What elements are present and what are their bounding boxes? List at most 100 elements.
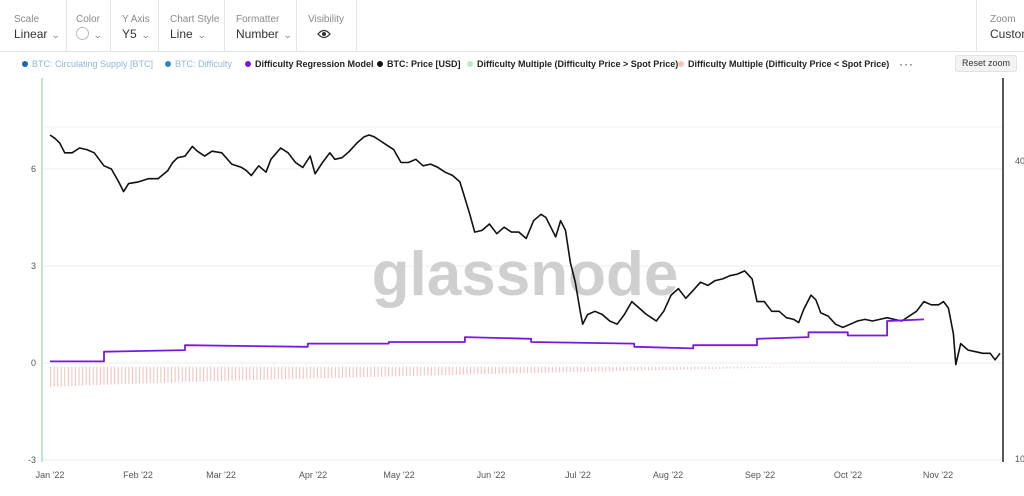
difficulty-multiple-bar	[573, 366, 575, 373]
yaxis-selector[interactable]: Y Axis Y5 ⌄	[110, 0, 159, 51]
difficulty-multiple-bar	[726, 366, 728, 369]
difficulty-multiple-bar	[776, 366, 778, 368]
reset-zoom-button[interactable]: Reset zoom	[955, 55, 1017, 72]
visibility-toggle[interactable]: Visibility	[296, 0, 357, 51]
difficulty-multiple-bar	[284, 366, 287, 380]
difficulty-multiple-bar	[359, 366, 361, 378]
difficulty-multiple-bar	[121, 366, 123, 385]
difficulty-multiple-bar	[551, 366, 553, 373]
difficulty-multiple-bar	[893, 366, 895, 368]
legend-item-multiple-below[interactable]: Difficulty Multiple (Difficulty Price < …	[678, 59, 889, 69]
difficulty-multiple-bar	[736, 366, 739, 369]
legend-item-circulating-supply[interactable]: BTC: Circulating Supply [BTC]	[22, 59, 153, 69]
eye-icon[interactable]	[317, 26, 331, 44]
difficulty-multiple-bar	[722, 366, 724, 369]
difficulty-multiple-bar	[676, 366, 678, 370]
difficulty-multiple-bar	[537, 366, 539, 373]
difficulty-multiple-bar	[388, 366, 390, 377]
formatter-value: Number ⌄	[236, 27, 293, 41]
difficulty-multiple-bar	[195, 366, 198, 382]
difficulty-multiple-bar	[509, 366, 511, 374]
difficulty-multiple-bar	[783, 366, 785, 368]
difficulty-multiple-bar	[644, 366, 646, 371]
color-label: Color	[76, 14, 100, 25]
difficulty-multiple-bar	[594, 366, 596, 372]
difficulty-multiple-bar	[363, 366, 365, 378]
difficulty-multiple-bar	[665, 366, 667, 370]
difficulty-multiple-bar	[53, 366, 55, 387]
difficulty-multiple-bar	[680, 366, 682, 370]
difficulty-multiple-bar	[637, 366, 639, 371]
difficulty-multiple-bar	[437, 366, 440, 376]
difficulty-multiple-bar	[477, 366, 479, 375]
color-selector[interactable]: Color ⌄	[66, 0, 111, 51]
difficulty-multiple-bar	[377, 366, 379, 377]
difficulty-multiple-bar	[861, 366, 863, 368]
difficulty-multiple-bar	[395, 366, 397, 377]
legend-dot	[165, 61, 171, 67]
more-options-icon[interactable]: ···	[899, 57, 914, 71]
difficulty-multiple-bar	[865, 366, 867, 368]
difficulty-multiple-bar	[633, 366, 635, 371]
difficulty-multiple-bar	[815, 366, 817, 368]
difficulty-multiple-bar	[619, 366, 621, 372]
difficulty-multiple-bar	[626, 366, 628, 371]
difficulty-multiple-bar	[587, 366, 589, 372]
difficulty-multiple-bar	[484, 366, 486, 375]
difficulty-multiple-bar	[526, 366, 529, 374]
difficulty-multiple-bar	[608, 366, 610, 372]
difficulty-multiple-bar	[74, 366, 77, 386]
difficulty-multiple-bar	[548, 366, 550, 373]
difficulty-multiple-bar	[320, 366, 322, 379]
difficulty-multiple-bar	[804, 366, 806, 368]
difficulty-multiple-bar	[829, 366, 831, 368]
difficulty-multiple-bar	[331, 366, 333, 379]
chart-legend: BTC: Circulating Supply [BTC] BTC: Diffi…	[0, 55, 1024, 75]
difficulty-multiple-bar	[847, 366, 849, 368]
chevron-down-icon: ⌄	[51, 30, 62, 40]
difficulty-regression-line	[50, 318, 924, 363]
difficulty-multiple-bar	[96, 366, 98, 386]
difficulty-multiple-bar	[729, 366, 731, 369]
difficulty-multiple-bar	[797, 366, 799, 368]
difficulty-multiple-bar	[662, 366, 664, 371]
difficulty-multiple-bar	[747, 366, 749, 369]
difficulty-multiple-bar	[769, 366, 771, 368]
legend-item-multiple-above[interactable]: Difficulty Multiple (Difficulty Price > …	[467, 59, 678, 69]
difficulty-multiple-bar	[356, 366, 358, 378]
difficulty-multiple-bar	[299, 366, 301, 379]
difficulty-multiple-bar	[790, 366, 792, 368]
difficulty-multiple-bar	[277, 366, 279, 380]
difficulty-multiple-bar	[808, 366, 810, 368]
chart-style-selector[interactable]: Chart Style Line ⌄	[158, 0, 225, 51]
y-tick-label-left: -3	[28, 455, 36, 465]
difficulty-multiple-bar	[655, 366, 657, 371]
x-tick-label: Jan '22	[36, 470, 65, 480]
difficulty-multiple-bar	[274, 366, 276, 380]
difficulty-multiple-bar	[267, 366, 269, 380]
legend-dot	[678, 61, 684, 67]
difficulty-multiple-bar	[562, 366, 564, 373]
difficulty-multiple-bar	[555, 366, 557, 373]
zoom-selector[interactable]: Zoom Custom	[976, 0, 1024, 51]
difficulty-multiple-bar	[402, 366, 404, 377]
chevron-down-icon: ⌄	[282, 30, 293, 40]
scale-selector[interactable]: Scale Linear ⌄	[0, 0, 67, 51]
difficulty-multiple-bar	[85, 366, 87, 386]
difficulty-multiple-bar	[601, 366, 603, 372]
difficulty-multiple-bar	[441, 366, 443, 376]
legend-item-btc-price[interactable]: BTC: Price [USD]	[377, 59, 461, 69]
difficulty-multiple-bar	[904, 366, 906, 368]
difficulty-multiple-bar	[740, 366, 742, 369]
difficulty-multiple-bar	[192, 366, 194, 382]
difficulty-multiple-bar	[907, 366, 909, 368]
difficulty-multiple-bar	[630, 366, 632, 371]
y-tick-label-left: 0	[31, 358, 36, 368]
legend-item-regression-model[interactable]: Difficulty Regression Model	[245, 59, 374, 69]
formatter-selector[interactable]: Formatter Number ⌄	[224, 0, 297, 51]
legend-item-difficulty[interactable]: BTC: Difficulty	[165, 59, 232, 69]
difficulty-multiple-bar	[423, 366, 425, 376]
difficulty-multiple-bar	[651, 366, 653, 371]
difficulty-multiple-bar	[744, 366, 746, 369]
difficulty-multiple-bar	[345, 366, 347, 378]
